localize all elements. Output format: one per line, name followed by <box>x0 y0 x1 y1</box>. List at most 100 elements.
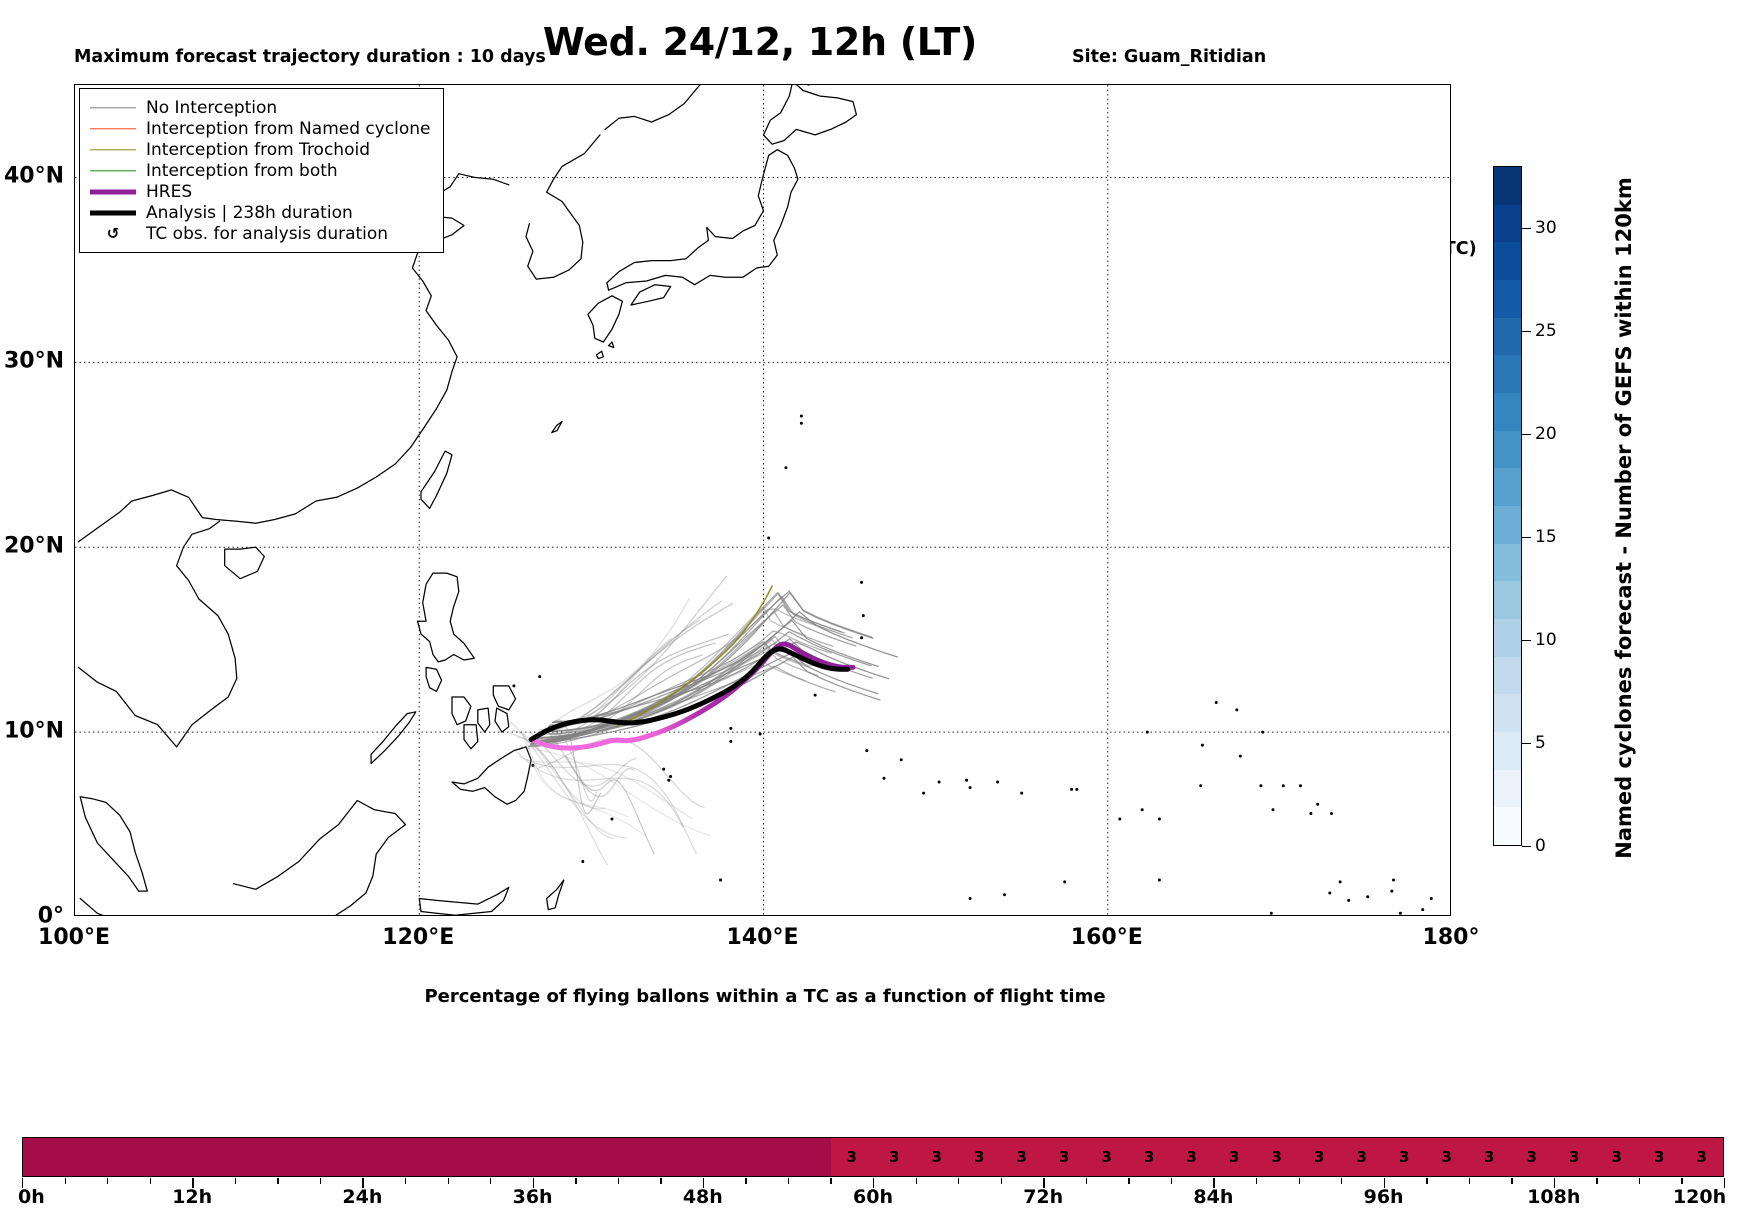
colorbar-tick-0 <box>1522 846 1531 848</box>
bottom-axis-tick <box>234 1178 237 1184</box>
bottom-axis-label-6: 72h <box>1023 1186 1064 1208</box>
islet-5 <box>860 636 864 640</box>
legend-line <box>90 169 136 172</box>
islet-31 <box>1235 708 1239 712</box>
bar-segment-value: 3 <box>1229 1148 1240 1166</box>
lon-tick-label-1: 120°E <box>382 925 455 950</box>
bottom-axis-tick <box>1511 1178 1513 1184</box>
bottom-axis-tick <box>1681 1178 1683 1184</box>
bottom-axis-tick <box>1000 1178 1003 1184</box>
bottom-axis-tick <box>702 1178 705 1188</box>
legend-label: No Interception <box>146 97 278 118</box>
bar-segment-value: 3 <box>1654 1148 1665 1166</box>
bar-segment-value: 3 <box>1399 1148 1410 1166</box>
bottom-axis-tick <box>447 1178 449 1184</box>
legend-row-1: Interception from Named cyclone <box>90 118 431 139</box>
islet-0 <box>667 778 671 782</box>
bottom-axis-tick <box>107 1178 109 1184</box>
ensemble-track <box>512 729 614 839</box>
islet-47 <box>1390 889 1394 893</box>
bottom-axis-tick <box>1383 1178 1385 1188</box>
islet-6 <box>861 614 865 618</box>
bottom-axis-label-3: 36h <box>512 1186 553 1208</box>
bottom-axis-tick <box>1043 1178 1045 1188</box>
colorbar-band-0 <box>1494 807 1521 845</box>
coastline-16 <box>425 666 443 693</box>
ensemble-track <box>522 731 629 818</box>
islet-23 <box>1259 784 1263 788</box>
islet-29 <box>1271 808 1275 812</box>
coastline-7 <box>420 450 453 510</box>
coastline-28 <box>595 350 605 360</box>
legend-label: Interception from both <box>146 160 338 181</box>
legend-line-swatch-4 <box>90 185 136 199</box>
legend-line <box>90 106 136 109</box>
ensemble-track <box>536 652 879 740</box>
islet-16 <box>1070 787 1074 791</box>
coastline-22 <box>370 711 417 765</box>
legend-line-swatch-0 <box>90 101 136 115</box>
bottom-axis-tick <box>1553 1178 1556 1188</box>
islet-51 <box>1269 911 1273 915</box>
islet-19 <box>1140 808 1144 812</box>
legend-label: HRES <box>146 181 193 202</box>
bottom-axis-tick <box>915 1178 917 1184</box>
ensemble-track <box>509 721 628 839</box>
ensemble-track <box>539 660 807 736</box>
coastline-4 <box>232 799 407 915</box>
bottom-axis-tick <box>660 1178 662 1184</box>
bottom-axis-tick <box>404 1178 407 1184</box>
islet-30 <box>1214 701 1218 704</box>
bar-segment-value: 3 <box>1484 1148 1495 1166</box>
ensemble-track <box>516 751 685 829</box>
islet-57 <box>1157 878 1161 882</box>
islet-50 <box>1421 908 1425 912</box>
colorbar-tick-1 <box>1522 742 1531 745</box>
coastline-27 <box>551 420 563 434</box>
bar-segment-value: 3 <box>846 1148 857 1166</box>
islet-41 <box>899 758 903 762</box>
ensemble-track <box>544 727 635 798</box>
legend-row-4: HRES <box>90 181 431 202</box>
colorbar-band-11 <box>1494 392 1521 431</box>
islet-56 <box>1063 880 1067 884</box>
bar-segment-value: 3 <box>1059 1148 1070 1166</box>
ensemble-track <box>522 733 646 837</box>
bar-segment-value: 3 <box>1526 1148 1537 1166</box>
bottom-axis-tick <box>787 1178 790 1184</box>
trochoid-interception-track <box>616 585 773 728</box>
bottom-axis-tick <box>1298 1178 1300 1184</box>
colorbar <box>1493 166 1522 846</box>
bar-segment: 3 <box>1383 1138 1426 1176</box>
bottom-axis-tick <box>1426 1178 1428 1184</box>
colorbar-band-4 <box>1494 656 1521 695</box>
legend-line <box>90 127 136 130</box>
bar-segment-value: 3 <box>1314 1148 1325 1166</box>
colorbar-tick-4 <box>1522 433 1531 436</box>
islet-20 <box>1157 817 1161 821</box>
bottom-axis-tick <box>1638 1178 1641 1184</box>
bar-segment-value: 3 <box>1144 1148 1155 1166</box>
ensemble-track <box>550 633 729 736</box>
ensemble-track <box>543 641 890 733</box>
islet-27 <box>1330 812 1333 815</box>
ensemble-track <box>509 732 608 866</box>
colorbar-band-3 <box>1494 694 1521 732</box>
bar-segment-value: 3 <box>1016 1148 1027 1166</box>
lat-tick-label-4: 40°N <box>3 163 64 189</box>
coastline-12 <box>630 284 672 306</box>
ensemble-track <box>539 654 703 734</box>
coastline-14 <box>604 85 701 131</box>
colorbar-band-16 <box>1494 204 1521 243</box>
ensemble-track <box>536 730 598 802</box>
bar-segment-value: 3 <box>931 1148 942 1166</box>
islet-58 <box>1003 893 1006 897</box>
colorbar-tick-label-5: 25 <box>1535 320 1557 341</box>
lon-tick-label-4: 180° <box>1422 925 1480 950</box>
bar-segment: 3 <box>915 1138 958 1176</box>
bottom-axis-tick <box>1341 1178 1343 1184</box>
bar-segment: 3 <box>873 1138 916 1176</box>
ensemble-track <box>519 745 711 837</box>
ensemble-track <box>536 649 819 739</box>
